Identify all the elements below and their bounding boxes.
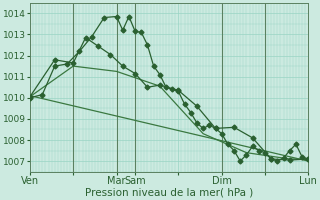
X-axis label: Pression niveau de la mer( hPa ): Pression niveau de la mer( hPa )	[85, 187, 253, 197]
